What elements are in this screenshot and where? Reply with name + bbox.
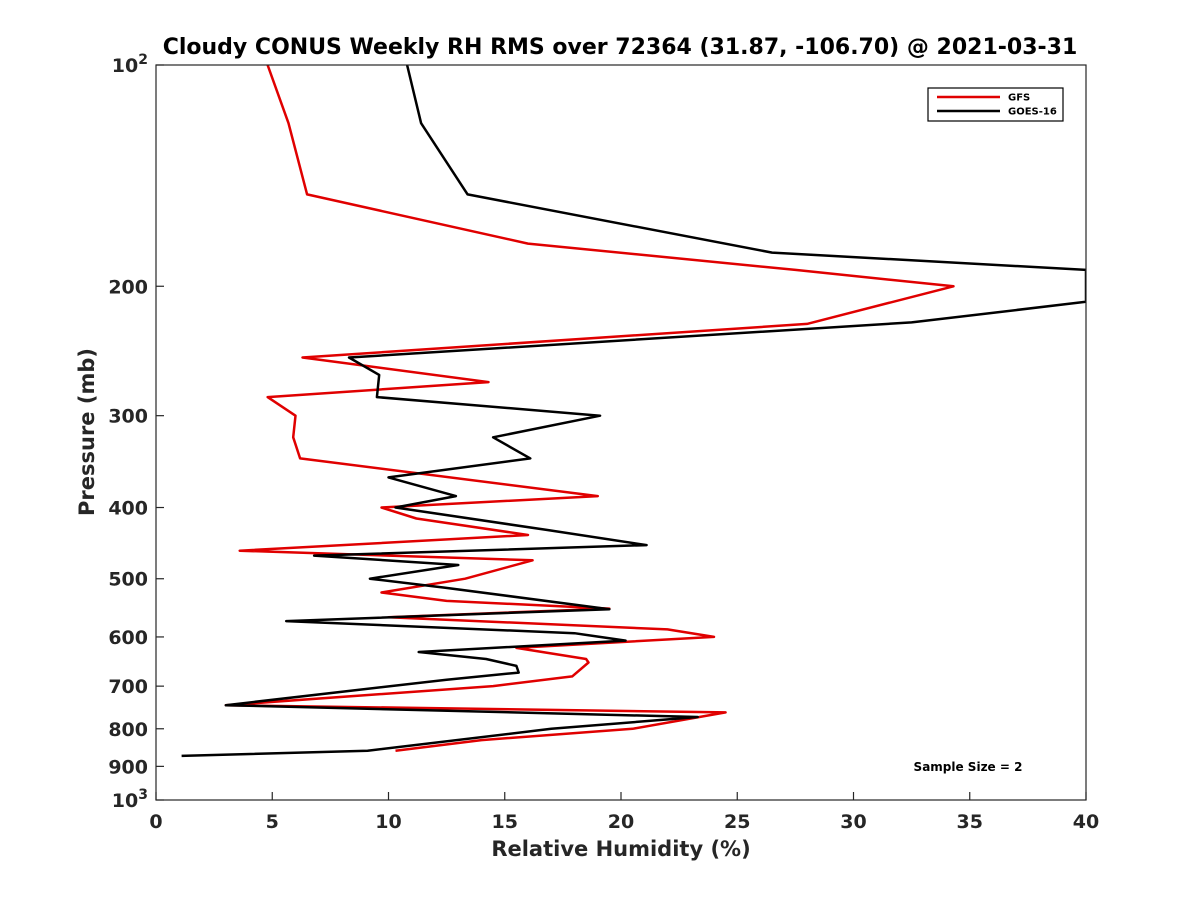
y-tick-label: 900 [108,756,148,778]
x-tick-label: 0 [149,811,162,833]
y-tick-label: 700 [108,676,148,698]
x-tick-label: 15 [492,811,518,833]
series-line-goes-16 [181,65,1086,758]
legend-label: GFS [1008,93,1030,104]
series-line-gfs [224,65,955,752]
x-tick-label: 35 [957,811,983,833]
chart-title: Cloudy CONUS Weekly RH RMS over 72364 (3… [163,35,1078,60]
y-tick-label: 400 [108,498,148,520]
y-axis-title: Pressure (mb) [75,348,99,516]
x-tick-label: 20 [608,811,634,833]
x-tick-label: 10 [375,811,401,833]
y-tick-label: 800 [108,719,148,741]
legend-label: GOES-16 [1008,107,1057,118]
x-axis-ticks: 0 5 10 15 20 25 30 35 40 [149,792,1099,833]
y-tick-label: 103 [112,787,148,812]
x-tick-label: 30 [840,811,866,833]
plot-series-group [181,65,1086,758]
y-tick-label: 200 [108,276,148,298]
legend: GFS GOES-16 [927,87,1064,122]
x-tick-label: 5 [266,811,279,833]
sample-size-annotation: Sample Size = 2 [914,760,1023,774]
y-axis-ticks: 102 200 300 400 500 600 700 800 900 103 [108,52,164,812]
x-axis-title: Relative Humidity (%) [491,837,750,861]
x-tick-label: 25 [724,811,750,833]
x-tick-label: 40 [1073,811,1099,833]
y-tick-label: 500 [108,569,148,591]
y-tick-label: 300 [108,406,148,428]
legend-box [927,87,1064,122]
y-tick-label: 600 [108,627,148,649]
y-tick-label: 102 [112,52,148,77]
